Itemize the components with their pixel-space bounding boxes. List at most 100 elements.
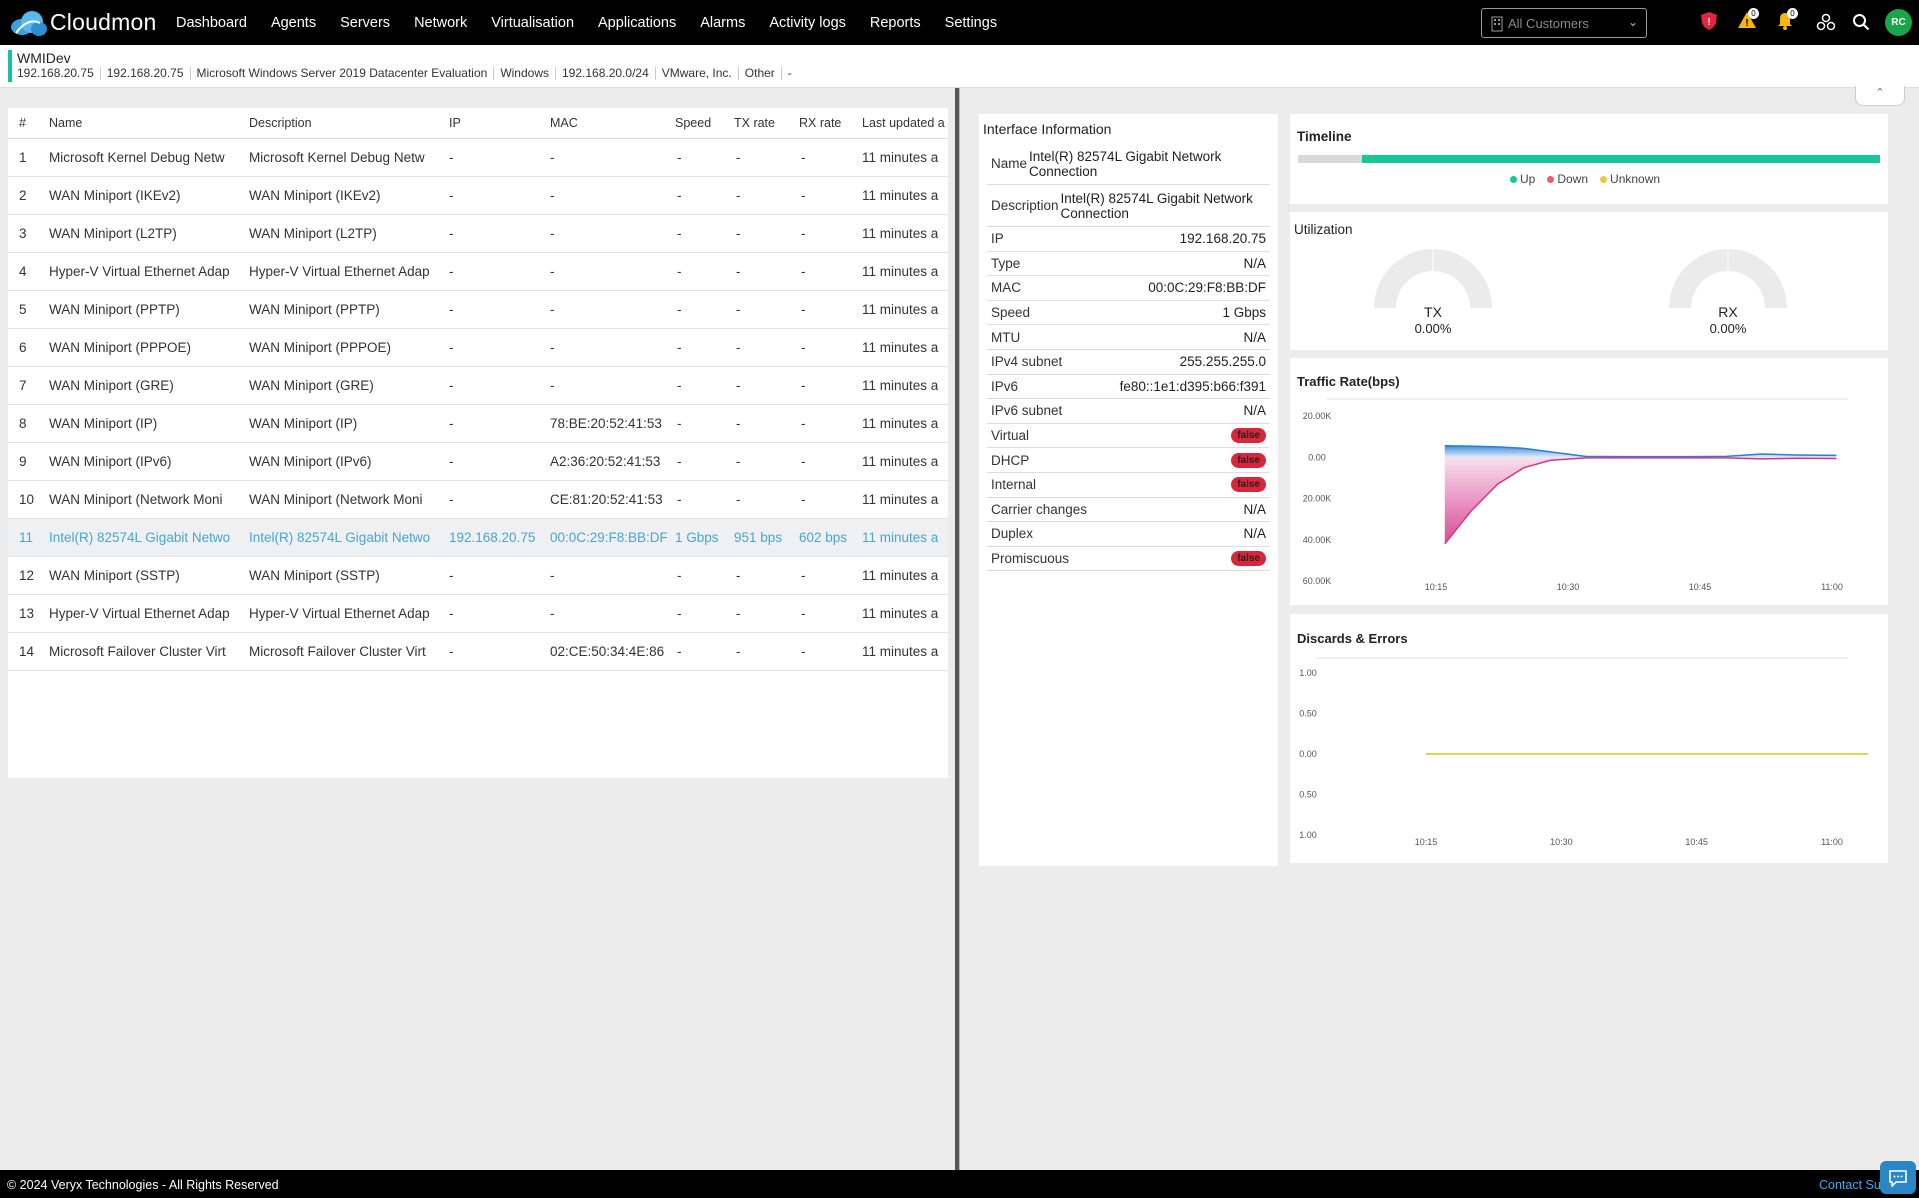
column-header[interactable]: MAC [542, 108, 667, 139]
collapse-toggle-button[interactable]: ⌃ [1855, 86, 1905, 106]
property-label: IPv6 [991, 378, 1019, 394]
table-row[interactable]: 4 Hyper-V Virtual Ethernet Adap Hyper-V Vi… [8, 252, 948, 291]
app-logo[interactable]: Cloudmon [8, 9, 158, 37]
table-cell: Microsoft Failover Cluster Virt [241, 632, 441, 671]
table-cell: - [726, 290, 791, 329]
table-row[interactable]: 6 WAN Miniport (PPPOE) WAN Miniport (PPPOE… [8, 328, 948, 367]
nav-dashboard[interactable]: Dashboard [176, 14, 247, 31]
timeline-bar [1298, 155, 1880, 163]
table-cell: Intel(R) 82574L Gigabit Netwo [41, 518, 241, 557]
traffic-rate-chart: 20.00K 0.00 20.00K 40.00K 60.00K 10:15 10:30 10… [1303, 398, 1848, 592]
nav-servers[interactable]: Servers [340, 14, 391, 31]
table-cell: 78:BE:20:52:41:53 [542, 404, 667, 443]
series-line [1444, 444, 1837, 458]
table-cell: - [667, 442, 726, 481]
table-row[interactable]: 14 Microsoft Failover Cluster Virt Microso… [8, 632, 948, 671]
chevron-up-icon: ⌃ [1875, 87, 1885, 99]
column-header[interactable]: Name [41, 108, 241, 139]
user-avatar[interactable]: RC [1885, 9, 1912, 36]
nav-agents[interactable]: Agents [270, 14, 317, 31]
search-icon[interactable] [1852, 13, 1870, 36]
column-header[interactable]: Last updated a [854, 108, 948, 139]
table-cell: - [726, 328, 791, 367]
column-header[interactable]: RX rate [791, 108, 854, 139]
legend-item[interactable]: Down [1547, 172, 1588, 186]
table-cell: 11 minutes a [854, 176, 948, 215]
table-cell: Microsoft Kernel Debug Netw [41, 138, 241, 177]
nav-reports[interactable]: Reports [869, 14, 921, 31]
table-row[interactable]: 11 Intel(R) 82574L Gigabit Netwo Intel(R) … [8, 518, 948, 557]
table-cell: - [441, 252, 542, 291]
table-row[interactable]: 1 Microsoft Kernel Debug Netw Microsoft Ke… [8, 138, 948, 177]
column-header[interactable]: TX rate [726, 108, 791, 139]
column-header[interactable]: # [8, 108, 41, 139]
main-nav: Dashboard Agents Servers Network Virtualisat… [164, 15, 1009, 31]
table-cell: WAN Miniport (PPPOE) [41, 328, 241, 367]
table-cell: Microsoft Kernel Debug Netw [241, 138, 441, 177]
nav-network[interactable]: Network [414, 14, 468, 31]
notification-bell-icon[interactable]: 0 [1776, 8, 1798, 35]
table-row[interactable]: 10 WAN Miniport (Network Moni WAN Miniport… [8, 480, 948, 519]
table-row[interactable]: 3 WAN Miniport (L2TP) WAN Miniport (L2TP) -… [8, 214, 948, 253]
rx-gauge-label: RX [1718, 304, 1738, 320]
integrations-icon[interactable] [1816, 13, 1836, 36]
x-tick-label: 10:15 [1425, 582, 1448, 592]
legend-item[interactable]: Unknown [1600, 172, 1660, 186]
warning-alarm-icon[interactable]: ! 0 [1737, 8, 1759, 34]
utilization-title: Utilization [1294, 222, 1353, 237]
nav-settings[interactable]: Settings [944, 14, 998, 31]
table-cell: Microsoft Failover Cluster Virt [41, 632, 241, 671]
table-cell: - [726, 556, 791, 595]
table-cell: - [542, 252, 667, 291]
table-cell: - [441, 556, 542, 595]
critical-alarm-icon[interactable]: ! [1700, 11, 1718, 36]
property-label: Duplex [991, 526, 1034, 542]
table-cell: - [726, 442, 791, 481]
nav-applications[interactable]: Applications [598, 14, 677, 31]
table-cell: - [667, 366, 726, 405]
customer-select[interactable]: All Customers ⌄ [1481, 8, 1647, 38]
device-meta-item: Microsoft Windows Server 2019 Datacenter… [191, 67, 495, 80]
table-row[interactable]: 7 WAN Miniport (GRE) WAN Miniport (GRE) - - -… [8, 366, 948, 405]
legend-label: Up [1520, 172, 1536, 186]
table-row[interactable]: 13 Hyper-V Virtual Ethernet Adap Hyper-V V… [8, 594, 948, 633]
pane-resize-handle[interactable] [955, 88, 959, 1170]
chat-support-button[interactable] [1880, 1161, 1916, 1194]
table-cell: - [441, 138, 542, 177]
property-value: 1 Gbps [1222, 305, 1266, 321]
contact-support-link[interactable]: Contact Sup [1819, 1178, 1888, 1192]
table-cell: - [441, 366, 542, 405]
table-cell: WAN Miniport (PPTP) [241, 290, 441, 329]
table-row[interactable]: 2 WAN Miniport (IKEv2) WAN Miniport (IKEv2… [8, 176, 948, 215]
table-cell: WAN Miniport (GRE) [41, 366, 241, 405]
x-tick-label: 10:15 [1415, 837, 1438, 847]
table-cell: 14 [8, 632, 41, 671]
series-area [1444, 457, 1837, 544]
interface-information-title: Interface Information [983, 121, 1112, 137]
table-cell: A2:36:20:52:41:53 [542, 442, 667, 481]
footer-copyright: © 2024 Veryx Technologies - All Rights R… [7, 1178, 279, 1192]
nav-virtualisation[interactable]: Virtualisation [491, 14, 575, 31]
nav-activity-logs[interactable]: Activity logs [769, 14, 846, 31]
column-header[interactable]: IP [441, 108, 542, 139]
table-row[interactable]: 9 WAN Miniport (IPv6) WAN Miniport (IPv6) -… [8, 442, 948, 481]
table-cell: 11 minutes a [854, 480, 948, 519]
property-row: IPv4 subnet 255.255.255.0 [987, 350, 1270, 375]
legend-item[interactable]: Up [1510, 172, 1535, 186]
table-row[interactable]: 8 WAN Miniport (IP) WAN Miniport (IP) -78:B… [8, 404, 948, 443]
cloud-logo-icon [11, 10, 47, 36]
table-cell: - [667, 328, 726, 367]
table-row[interactable]: 12 WAN Miniport (SSTP) WAN Miniport (SSTP)… [8, 556, 948, 595]
x-tick-label: 11:00 [1821, 582, 1843, 592]
timeline-title: Timeline [1297, 129, 1352, 144]
table-row[interactable]: 5 WAN Miniport (PPTP) WAN Miniport (PPTP) -… [8, 290, 948, 329]
table-cell: - [542, 138, 667, 177]
table-cell: 11 minutes a [854, 252, 948, 291]
nav-alarms[interactable]: Alarms [700, 14, 746, 31]
table-cell: WAN Miniport (IKEv2) [41, 176, 241, 215]
y-tick-label: 20.00K [1303, 494, 1332, 504]
column-header[interactable]: Description [241, 108, 441, 139]
table-cell: WAN Miniport (PPTP) [41, 290, 241, 329]
table-cell: - [667, 404, 726, 443]
column-header[interactable]: Speed [667, 108, 726, 139]
